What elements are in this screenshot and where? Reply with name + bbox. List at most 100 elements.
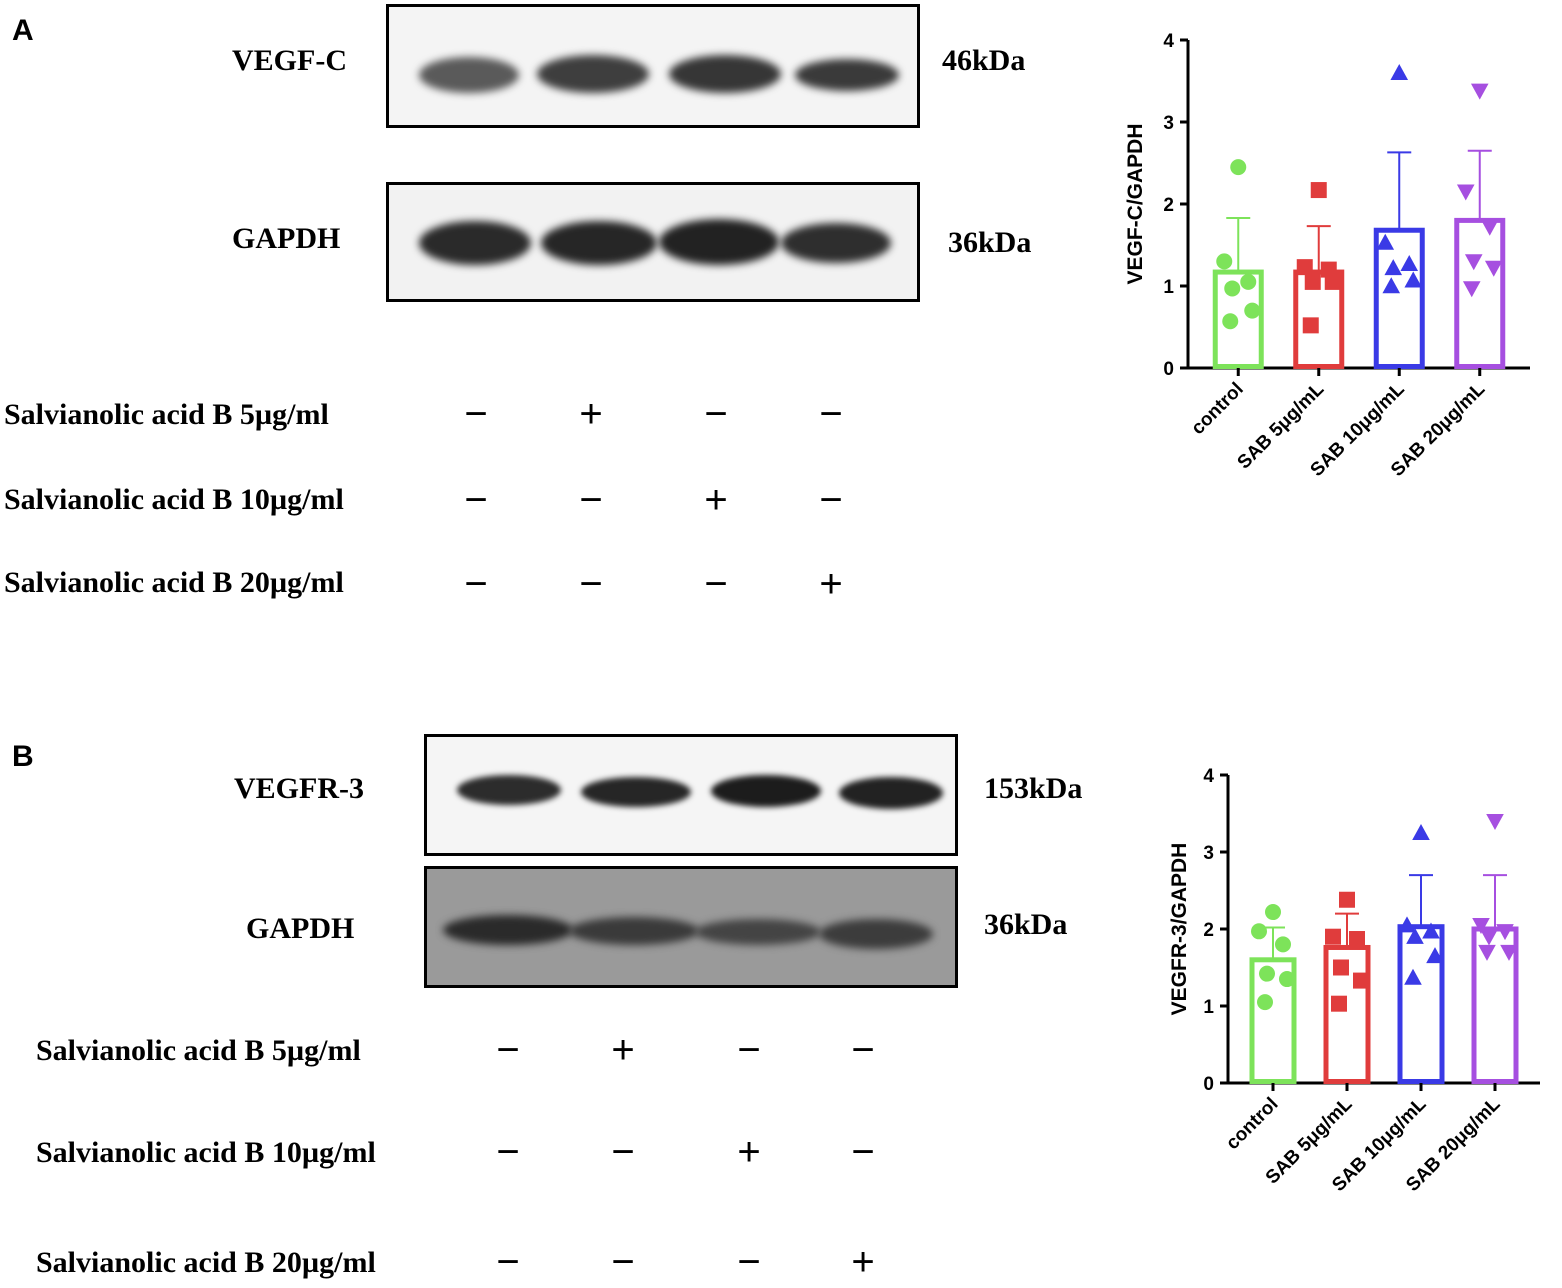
blot-gapdh <box>424 866 958 988</box>
data-point <box>1456 184 1475 201</box>
band <box>581 777 691 807</box>
data-point <box>1339 891 1355 908</box>
treatment-sign: − <box>496 1028 520 1072</box>
data-point <box>1404 271 1423 288</box>
data-point <box>1302 317 1319 334</box>
y-tick-label: 2 <box>1203 920 1214 941</box>
data-point <box>1472 917 1490 934</box>
band <box>659 219 779 265</box>
treatment-sign: − <box>851 1028 875 1072</box>
blot-vegfr-3 <box>424 734 958 856</box>
data-point <box>1412 823 1430 840</box>
treatment-sign: + <box>819 562 843 606</box>
y-tick-label: 3 <box>1163 113 1174 134</box>
data-point <box>1496 924 1514 941</box>
treatment-label: Salvianolic acid B 10µg/ml <box>36 1136 376 1169</box>
data-point <box>1325 928 1341 945</box>
y-tick-label: 2 <box>1163 195 1174 216</box>
band <box>669 55 781 93</box>
band <box>711 775 821 807</box>
data-point <box>1376 233 1395 250</box>
y-axis-label: VEGF-C/GAPDH <box>1124 123 1147 284</box>
treatment-label: Salvianolic acid B 5µg/ml <box>4 398 329 431</box>
treatment-sign: − <box>704 392 728 436</box>
data-point <box>1480 219 1499 236</box>
treatment-sign: − <box>464 478 488 522</box>
treatment-sign: − <box>496 1130 520 1174</box>
data-point <box>1275 936 1291 953</box>
treatment-sign: + <box>737 1130 761 1174</box>
band <box>695 919 821 945</box>
kda-label-vegf-c: 46kDa <box>942 44 1026 77</box>
treatment-label: Salvianolic acid B 10µg/ml <box>4 483 344 516</box>
band <box>457 775 561 805</box>
panel-letter-b: B <box>12 740 34 773</box>
data-point <box>1216 253 1233 270</box>
data-point <box>1398 916 1416 933</box>
panel-letter-a: A <box>12 14 34 47</box>
treatment-sign: − <box>464 562 488 606</box>
band <box>537 55 649 93</box>
data-point <box>1480 929 1498 946</box>
data-point <box>1484 260 1503 277</box>
treatment-sign: − <box>579 562 603 606</box>
blot-label-gapdh: GAPDH <box>246 912 355 945</box>
y-axis-label: VEGFR-3/GAPDH <box>1168 843 1191 1016</box>
treatment-sign: + <box>579 392 603 436</box>
kda-label-gapdh: 36kDa <box>984 908 1068 941</box>
data-point <box>1353 972 1369 989</box>
data-point <box>1259 965 1275 982</box>
bar <box>1454 217 1506 369</box>
y-tick-label: 1 <box>1203 997 1214 1018</box>
y-tick-label: 4 <box>1203 766 1214 787</box>
data-point <box>1478 944 1496 961</box>
treatment-sign: + <box>611 1028 635 1072</box>
data-point <box>1304 273 1321 290</box>
treatment-label: Salvianolic acid B 20µg/ml <box>36 1246 376 1279</box>
treatment-sign: − <box>496 1240 520 1284</box>
data-point <box>1500 944 1518 961</box>
bar <box>1373 227 1425 369</box>
treatment-sign: − <box>611 1130 635 1174</box>
data-point <box>1331 995 1347 1012</box>
treatment-sign: − <box>704 562 728 606</box>
data-point <box>1222 313 1239 330</box>
treatment-sign: − <box>737 1240 761 1284</box>
data-point <box>1406 927 1424 944</box>
band <box>419 221 531 265</box>
data-point <box>1230 159 1247 176</box>
data-point <box>1310 182 1327 199</box>
band <box>795 59 899 91</box>
data-point <box>1265 904 1281 921</box>
x-tick-label: control <box>1187 379 1247 439</box>
y-tick-label: 4 <box>1163 31 1174 52</box>
treatment-label: Salvianolic acid B 20µg/ml <box>4 566 344 599</box>
data-point <box>1224 280 1241 297</box>
kda-label-vegfr-3: 153kDa <box>984 772 1083 805</box>
band <box>819 919 933 949</box>
data-point <box>1470 83 1489 100</box>
data-point <box>1240 273 1257 290</box>
blot-vegf-c <box>386 4 920 128</box>
y-tick-label: 3 <box>1203 843 1214 864</box>
band <box>839 777 943 809</box>
blot-label-vegf-c: VEGF-C <box>232 44 347 77</box>
treatment-sign: − <box>611 1240 635 1284</box>
data-point <box>1462 281 1481 298</box>
data-point <box>1279 971 1295 988</box>
data-point <box>1486 814 1504 830</box>
y-tick-label: 0 <box>1203 1074 1214 1095</box>
data-point <box>1296 259 1313 276</box>
data-point <box>1464 254 1483 271</box>
treatment-sign: − <box>737 1028 761 1072</box>
y-tick-label: 0 <box>1163 359 1174 380</box>
data-point <box>1257 994 1273 1011</box>
treatment-sign: − <box>819 478 843 522</box>
data-point <box>1324 273 1341 290</box>
data-point <box>1400 255 1419 272</box>
blot-label-vegfr-3: VEGFR-3 <box>234 772 364 805</box>
band <box>569 917 699 945</box>
